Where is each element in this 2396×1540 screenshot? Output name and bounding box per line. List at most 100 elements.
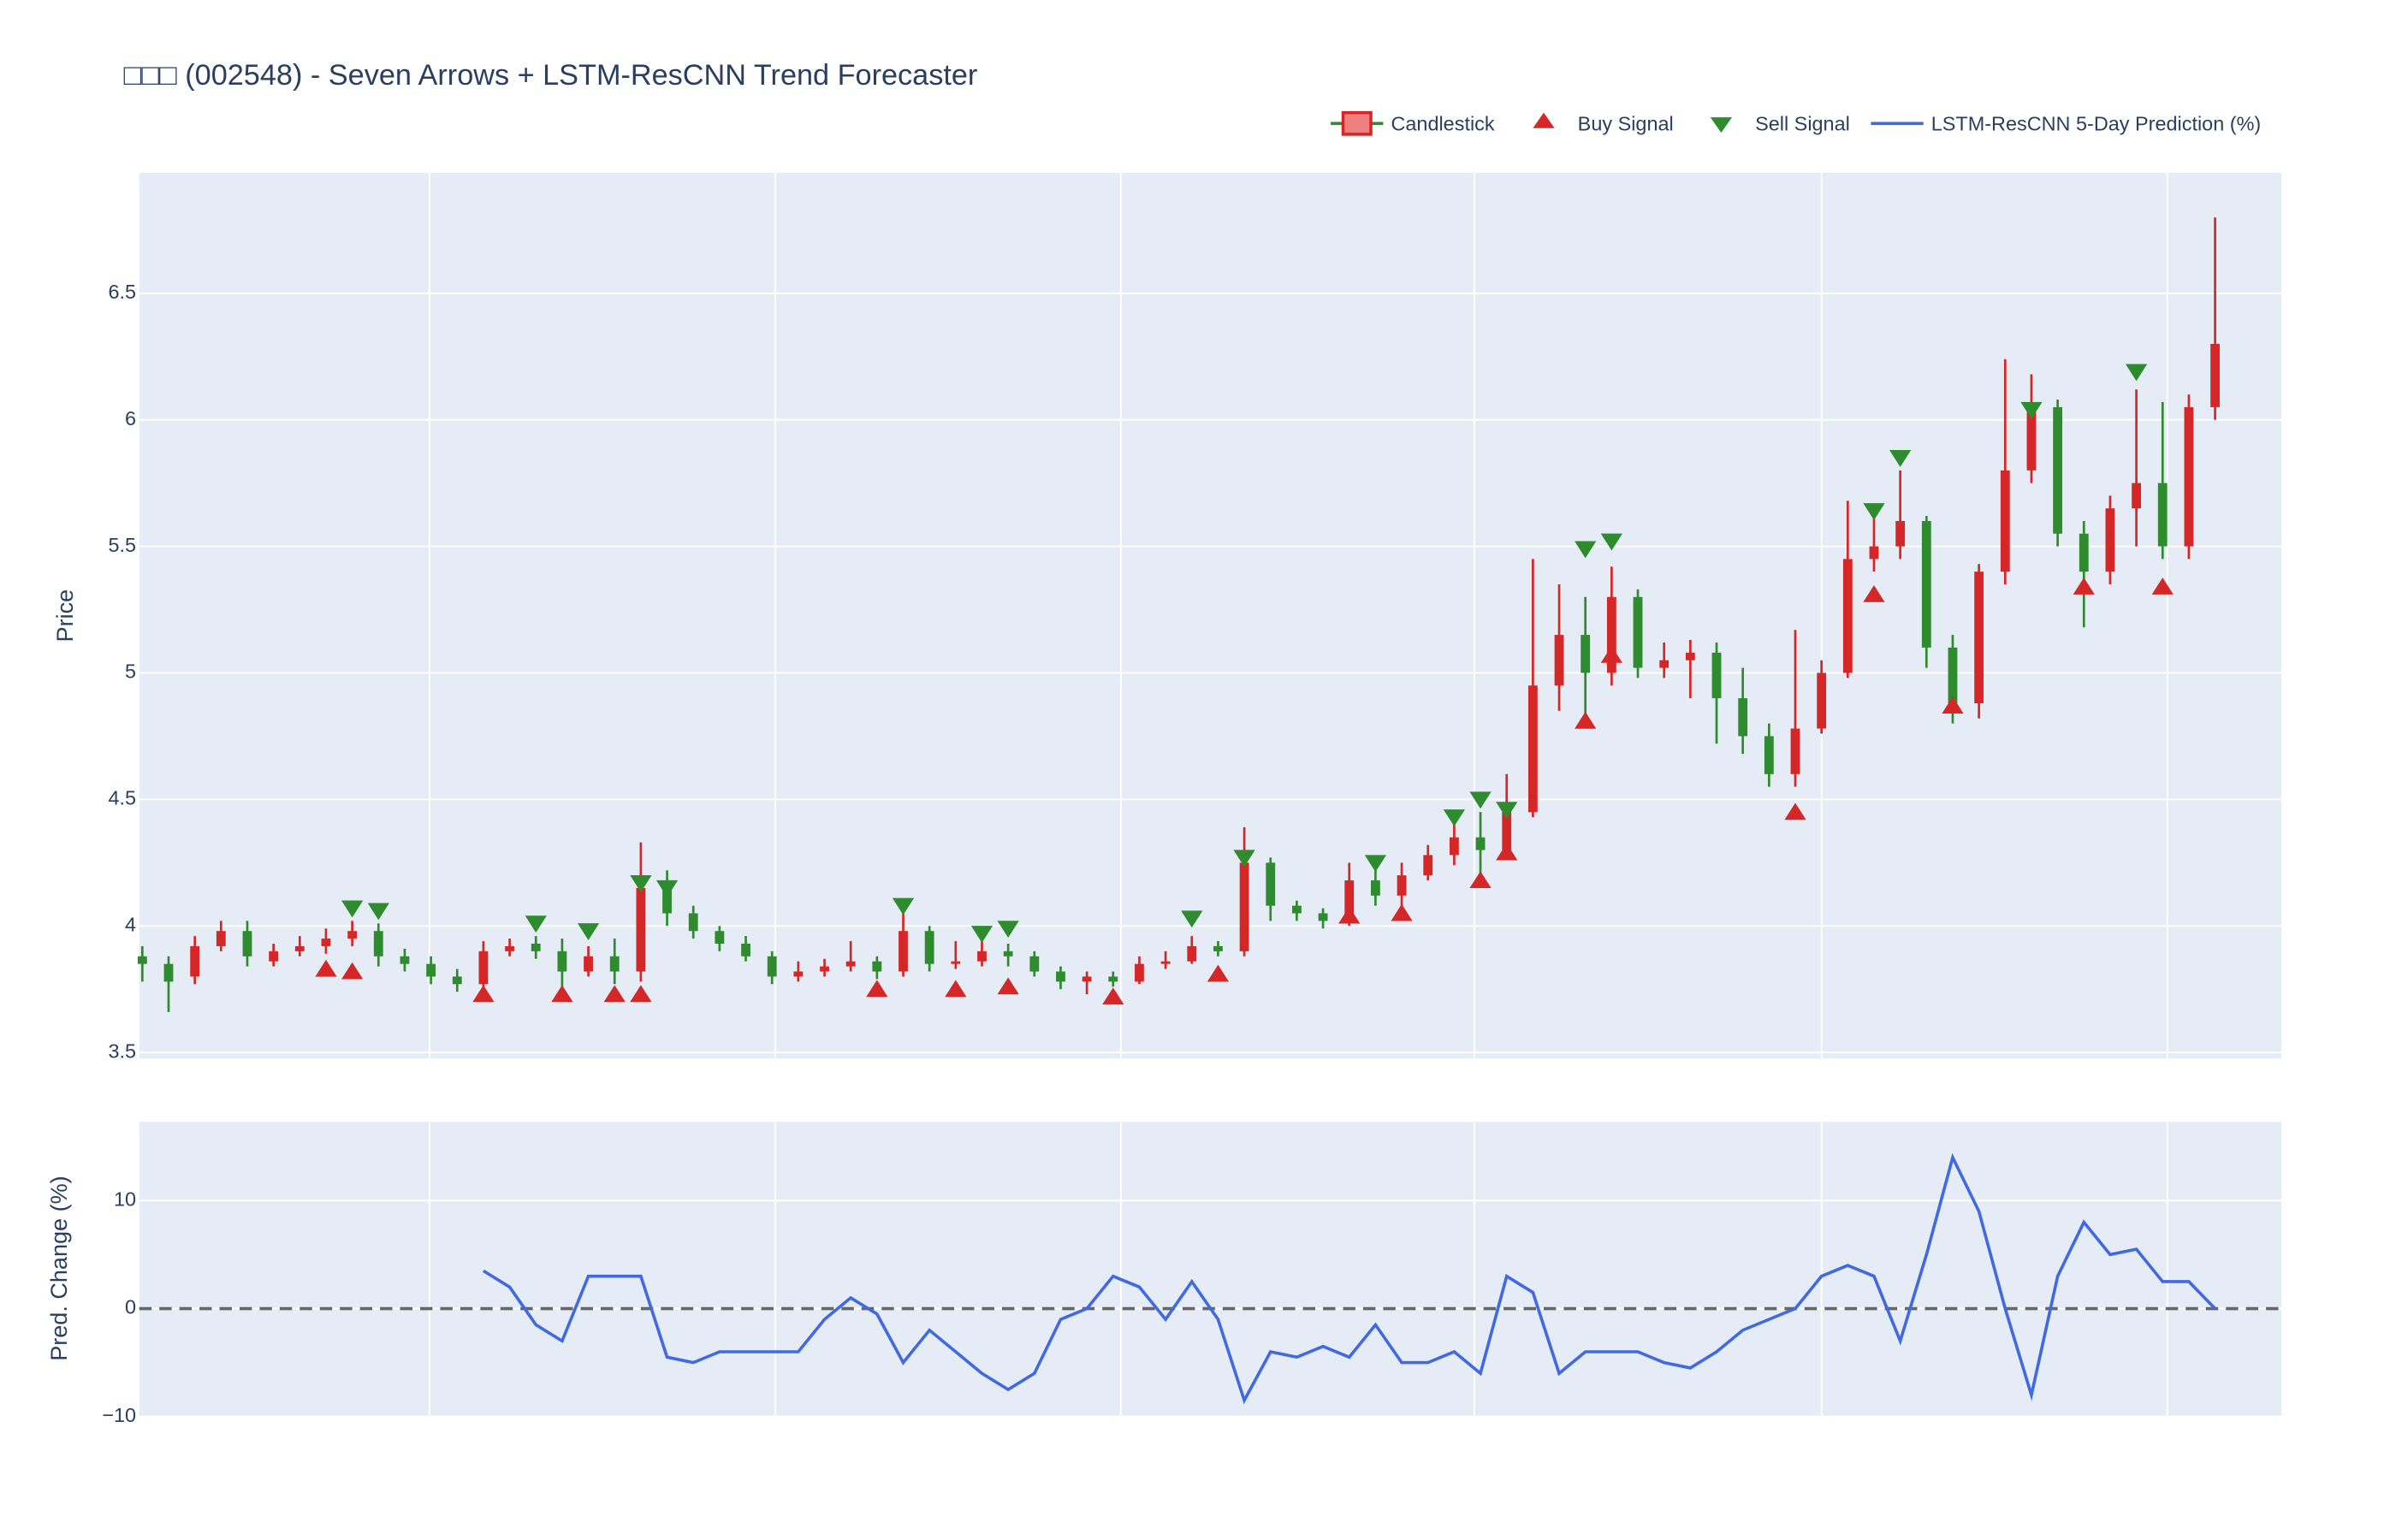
candle-body [242,931,252,957]
candle-body [609,956,620,972]
signal-marker [367,903,389,921]
candle-body [924,931,934,964]
legend-icon [1710,117,1733,133]
y-tick-label: 5.5 [109,534,137,556]
candle-body [688,913,698,932]
candle-body [636,887,646,972]
y-axis-title: Pred. Change (%) [46,1176,72,1360]
candle-body [1003,951,1013,957]
candle-body [1842,559,1853,673]
candle-body [2105,508,2115,572]
candle-body [2184,406,2194,547]
legend: Candlestick Buy Signal Sell Signal LSTM-… [1331,110,2262,136]
signal-marker [1863,584,1885,602]
candle-body [1633,596,1643,668]
candle-body [347,931,358,939]
candle-body [1895,521,1906,547]
candle-body [951,961,961,964]
candle-body [1187,945,1197,962]
signal-marker [2073,578,2095,595]
candle-body [373,931,383,957]
signal-marker [1364,855,1387,873]
signal-marker [945,980,967,998]
candle-body [1213,945,1223,951]
y-tick-label: 5 [125,660,136,683]
candle-body [1056,971,1065,982]
candle-body [1921,521,1931,648]
signal-marker [1338,906,1361,924]
candle-body [2157,483,2168,547]
legend-label: Buy Signal [1578,112,1674,134]
y-tick-label: 6 [125,407,136,429]
signal-marker [577,923,600,941]
signal-marker [1469,791,1492,809]
candle-body [1502,812,1512,850]
y-tick-label: 0 [125,1296,136,1318]
signal-marker [1391,903,1413,921]
candle-body [557,951,567,972]
candle-body [1606,596,1616,673]
signal-marker [1600,645,1622,663]
signal-marker [315,959,337,977]
legend-label: LSTM-ResCNN 5-Day Prediction (%) [1931,112,2262,134]
candle-body [1318,913,1328,921]
candle-body [584,956,593,972]
candle-body [426,963,436,977]
candle-body [400,956,410,964]
candle-body [163,963,174,982]
legend-icon [1533,112,1555,128]
signal-marker [1207,964,1230,982]
candle-body [662,887,672,914]
candle-body [1869,546,1879,560]
candle-body [1475,837,1486,850]
signal-marker [1496,843,1518,861]
candle-body [216,931,226,946]
candle-body [898,931,908,972]
signal-marker [1443,809,1466,826]
legend-label: Candlestick [1391,112,1494,134]
candle-body [1449,837,1459,856]
candle-body [1711,652,1722,699]
candle-body [977,951,987,962]
candle-body [845,961,856,967]
signal-marker [1181,910,1203,928]
signal-marker [1575,541,1597,559]
chart-title: □□□ (002548) - Seven Arrows + LSTM-ResCN… [124,59,978,92]
candle-body [452,976,462,985]
candle-body [1764,736,1774,774]
signal-marker [866,980,888,998]
candle-body [137,956,147,964]
signal-marker [1469,871,1492,889]
candle-body [1397,875,1407,896]
candle-body [872,961,882,972]
signal-marker [1600,533,1622,551]
candle-body [1423,855,1433,876]
signal-marker [630,874,652,892]
y-tick-label: 10 [114,1188,136,1211]
signal-marker [551,985,573,1003]
candle-body [1371,880,1380,896]
candle-body [1344,880,1355,921]
candle-body [321,939,331,946]
candle-body [1160,961,1171,964]
signal-marker [1575,711,1597,729]
candle-body [1790,728,1800,774]
candle-body [2079,533,2089,572]
prediction-line [482,1152,2216,1405]
x-grid [428,173,2168,1417]
legend-icon [1341,110,1373,136]
candle-body [2000,470,2010,572]
y-tick-label: −10 [102,1404,136,1426]
y-tick-label: 6.5 [109,281,137,303]
signal-marker [655,880,679,897]
candle-body [2026,406,2037,471]
candle-body [1685,652,1695,660]
candle-body [820,966,829,972]
candle-body [1581,635,1591,673]
signal-marker [892,897,915,915]
signal-marker [970,926,993,943]
candle-body [269,951,279,962]
candle-body [741,943,750,957]
signal-marker [1496,802,1518,820]
